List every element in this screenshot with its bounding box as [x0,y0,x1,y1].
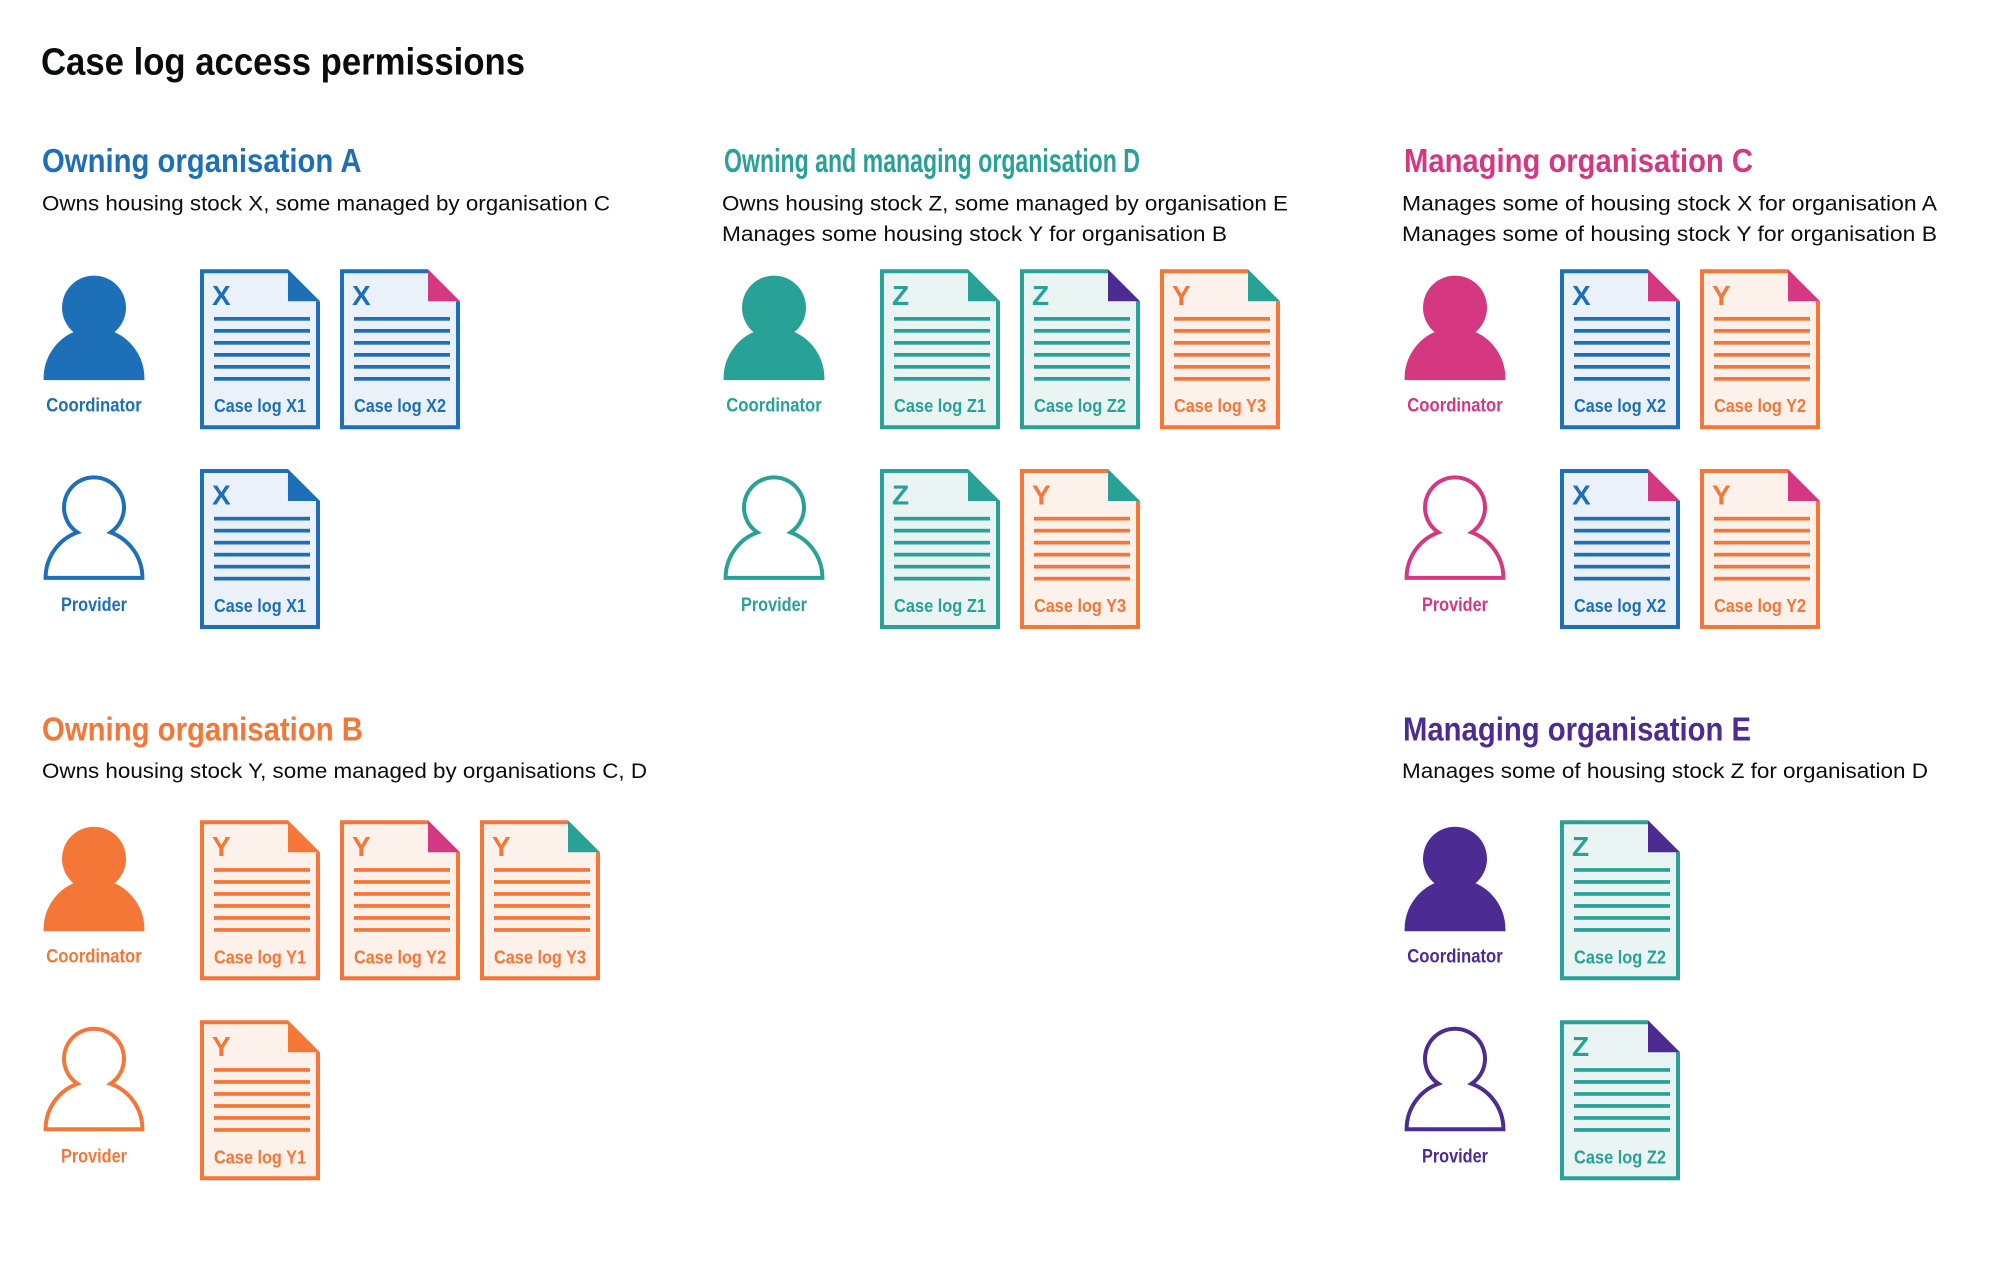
svg-text:Y: Y [1032,480,1051,511]
svg-text:Manages some of housing stock: Manages some of housing stock Y for orga… [1402,223,1937,246]
svg-text:X: X [1572,280,1591,311]
svg-text:Case log X1: Case log X1 [214,595,306,616]
svg-text:X: X [1572,480,1591,511]
svg-text:Provider: Provider [741,595,808,616]
svg-text:Z: Z [892,480,909,511]
svg-text:X: X [212,480,231,511]
svg-text:Case log X2: Case log X2 [354,395,446,416]
svg-text:Case log Z1: Case log Z1 [894,395,986,416]
svg-text:Case log Z2: Case log Z2 [1574,1146,1666,1167]
svg-text:Provider: Provider [1422,595,1489,616]
svg-text:Case log X2: Case log X2 [1574,595,1666,616]
svg-text:Case log Y1: Case log Y1 [214,946,306,967]
svg-text:Case log Y1: Case log Y1 [214,1146,306,1167]
svg-text:Coordinator: Coordinator [1407,946,1503,967]
svg-text:Case log Z2: Case log Z2 [1034,395,1126,416]
svg-text:Coordinator: Coordinator [726,395,822,416]
svg-text:Owns housing stock Y, some man: Owns housing stock Y, some managed by or… [42,760,647,783]
svg-text:Coordinator: Coordinator [1407,395,1503,416]
svg-text:Manages some of housing stock: Manages some of housing stock Z for orga… [1402,760,1928,783]
svg-text:Y: Y [212,831,231,862]
svg-text:Owning organisation B: Owning organisation B [42,710,363,747]
svg-text:X: X [352,280,371,311]
svg-text:Owns housing stock X, some man: Owns housing stock X, some managed by or… [42,193,610,216]
svg-text:Case log Z2: Case log Z2 [1574,946,1666,967]
svg-text:Provider: Provider [1422,1146,1489,1167]
svg-text:Y: Y [492,831,511,862]
svg-text:Y: Y [352,831,371,862]
svg-text:Case log Y3: Case log Y3 [494,946,586,967]
svg-text:Coordinator: Coordinator [46,946,142,967]
svg-text:Owning and managing organisati: Owning and managing organisation D [724,142,1140,179]
svg-text:Case log X1: Case log X1 [214,395,306,416]
svg-text:Coordinator: Coordinator [46,395,142,416]
svg-text:Y: Y [212,1031,231,1062]
svg-text:Z: Z [1032,280,1049,311]
svg-text:Y: Y [1712,280,1731,311]
svg-text:Owning organisation A: Owning organisation A [42,142,362,179]
svg-text:Case log Y3: Case log Y3 [1034,595,1126,616]
svg-text:Z: Z [1572,1031,1589,1062]
svg-text:Manages some housing stock Y f: Manages some housing stock Y for organis… [722,223,1227,246]
svg-text:Case log X2: Case log X2 [1574,395,1666,416]
svg-text:Y: Y [1712,480,1731,511]
svg-text:Case log Y2: Case log Y2 [1714,395,1806,416]
svg-text:Case log Y3: Case log Y3 [1174,395,1266,416]
svg-text:Provider: Provider [61,595,128,616]
svg-text:Owns housing stock Z, some man: Owns housing stock Z, some managed by or… [722,193,1288,216]
svg-text:Provider: Provider [61,1146,128,1167]
svg-text:Z: Z [1572,831,1589,862]
svg-text:Managing organisation E: Managing organisation E [1403,710,1751,747]
svg-text:Case log Z1: Case log Z1 [894,595,986,616]
svg-text:Managing organisation C: Managing organisation C [1404,142,1753,179]
svg-text:Case log access permissions: Case log access permissions [41,42,525,84]
svg-text:Manages some of housing stock: Manages some of housing stock X for orga… [1402,193,1937,216]
svg-text:Z: Z [892,280,909,311]
svg-text:Case log Y2: Case log Y2 [1714,595,1806,616]
svg-text:Y: Y [1172,280,1191,311]
svg-text:Case log Y2: Case log Y2 [354,946,446,967]
svg-text:X: X [212,280,231,311]
